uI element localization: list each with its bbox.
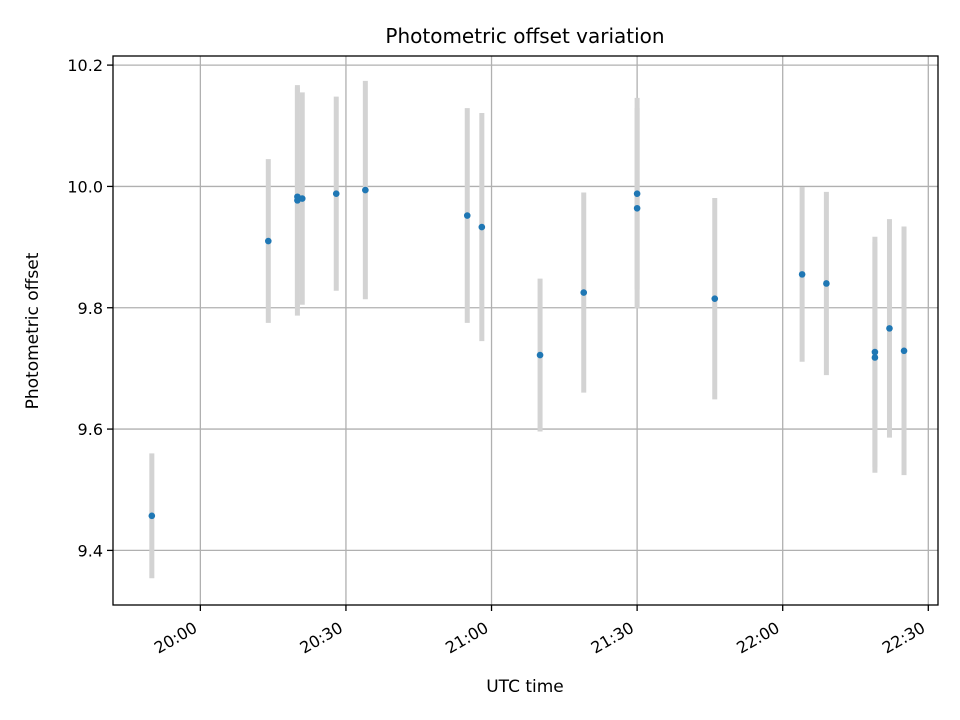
y-tick-label: 10.2 bbox=[67, 56, 103, 75]
y-axis: 9.4 9.6 9.8 10.0 10.2 bbox=[67, 56, 113, 560]
y-tick-label: 10.0 bbox=[67, 177, 103, 196]
grid bbox=[113, 56, 938, 605]
y-tick-label: 9.4 bbox=[78, 541, 103, 560]
data-point bbox=[536, 351, 544, 359]
y-tick-label: 9.6 bbox=[78, 420, 103, 439]
data-point bbox=[298, 195, 306, 202]
data-point bbox=[871, 348, 879, 356]
data-point bbox=[798, 271, 806, 278]
data-points bbox=[148, 186, 908, 520]
data-point bbox=[332, 190, 340, 198]
data-point bbox=[823, 280, 830, 287]
plot-frame bbox=[112, 55, 939, 606]
y-axis-label: Photometric offset bbox=[23, 252, 43, 409]
x-axis-label: UTC time bbox=[486, 677, 564, 697]
data-point bbox=[478, 223, 486, 231]
data-point bbox=[580, 289, 588, 296]
data-point bbox=[711, 295, 719, 302]
data-point bbox=[264, 237, 272, 245]
data-point bbox=[871, 354, 879, 361]
data-point bbox=[900, 347, 908, 355]
data-point bbox=[886, 325, 893, 332]
chart-title: Photometric offset variation bbox=[385, 24, 664, 48]
data-point bbox=[633, 190, 641, 198]
data-point bbox=[148, 512, 156, 520]
data-point bbox=[633, 204, 641, 212]
data-point bbox=[463, 212, 471, 219]
data-point bbox=[362, 186, 369, 194]
y-tick-label: 9.8 bbox=[78, 299, 103, 318]
